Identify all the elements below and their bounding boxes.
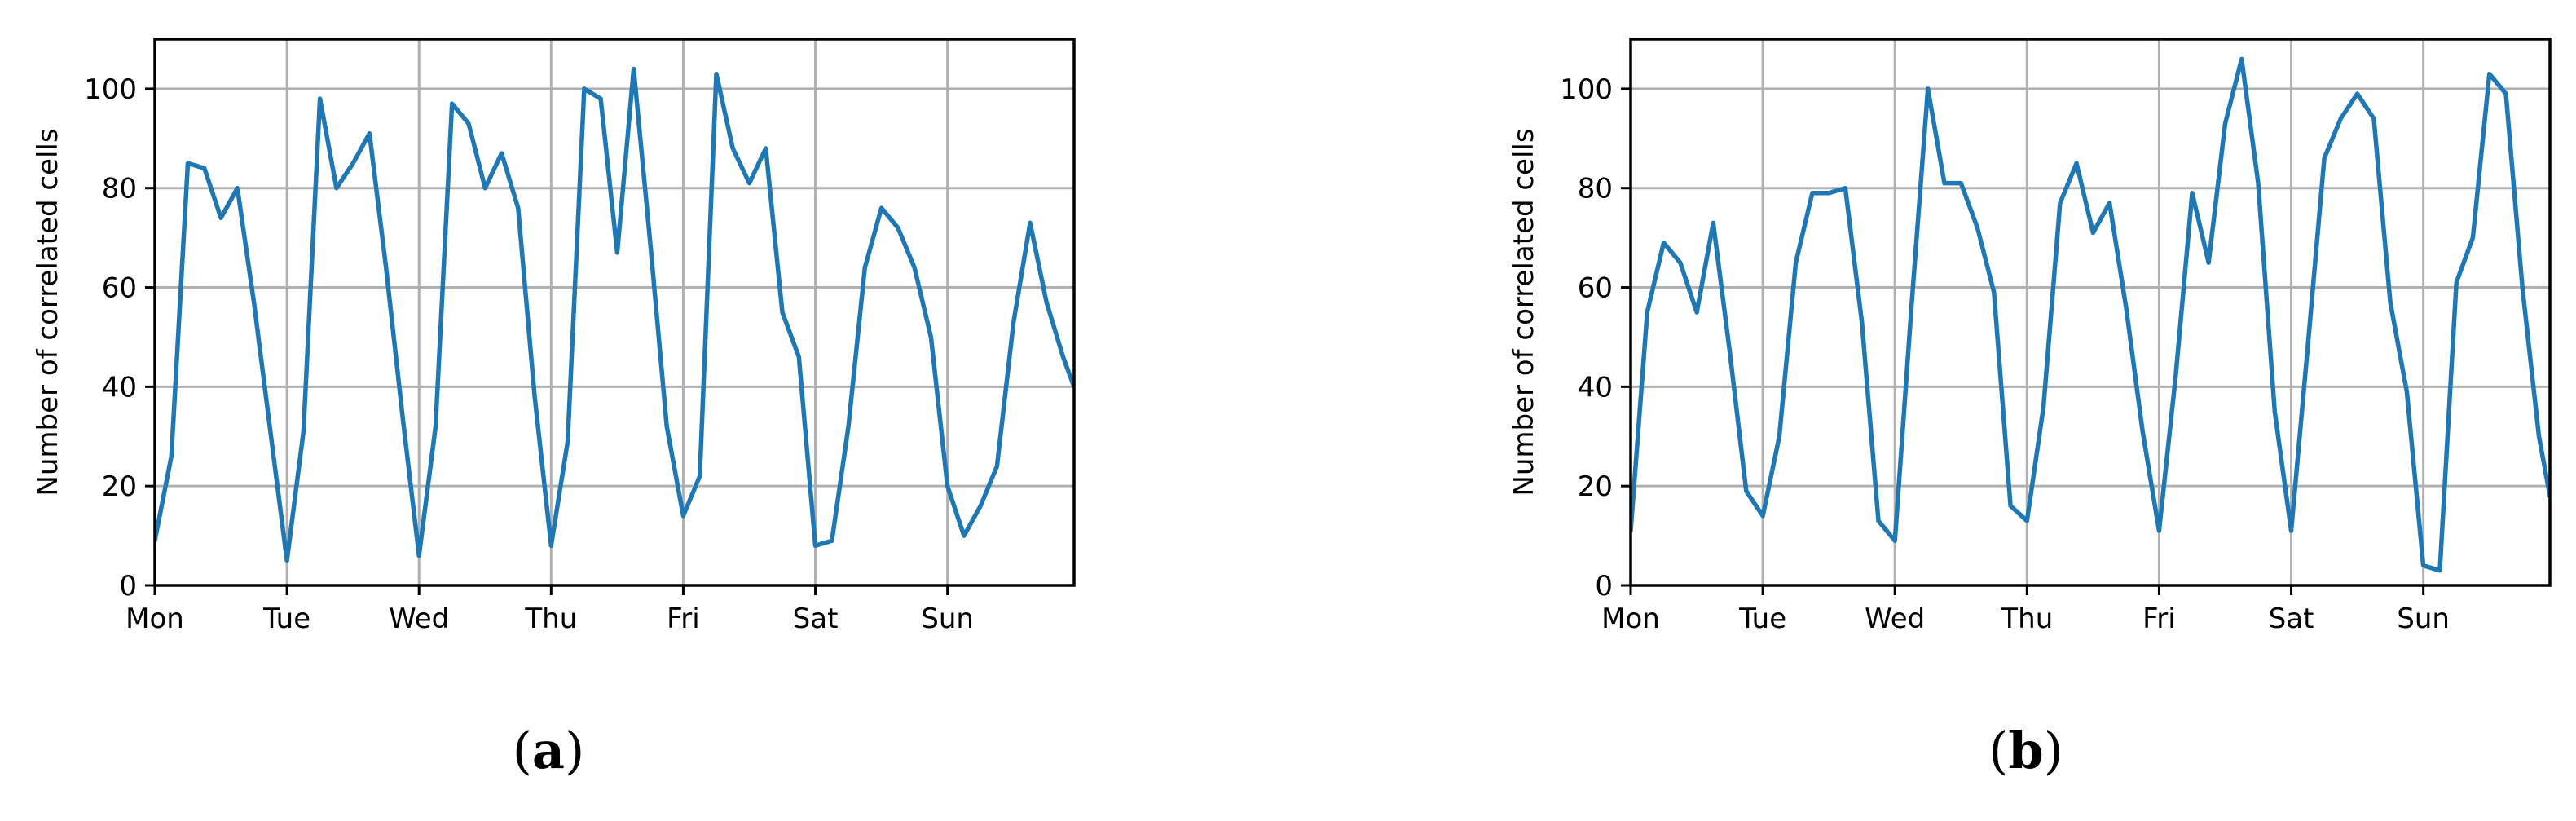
y-axis-title: Number of correlated cells	[1508, 128, 1540, 496]
y-tick-label: 60	[102, 272, 137, 305]
x-tick-label: Sat	[793, 603, 839, 635]
caption-open-paren: (	[1988, 721, 2008, 780]
axes-frame	[1629, 38, 2552, 587]
y-tick-label: 0	[119, 570, 137, 603]
caption-open-paren: (	[513, 721, 532, 780]
x-tick-label: Fri	[667, 603, 700, 635]
panel-caption: (a)	[513, 721, 585, 780]
panel-caption: (b)	[1988, 721, 2063, 780]
x-tick-label: Sat	[2269, 603, 2314, 635]
x-tick-label: Thu	[524, 603, 577, 635]
caption-close-paren: )	[2044, 721, 2063, 780]
x-tick-label: Wed	[389, 603, 449, 635]
y-tick-label: 100	[84, 73, 137, 106]
x-tick-label: Wed	[1865, 603, 1925, 635]
y-tick-label: 80	[1578, 173, 1613, 205]
y-tick-label: 20	[1578, 470, 1613, 503]
caption-close-paren: )	[565, 721, 584, 780]
y-tick-label: 100	[1560, 73, 1613, 106]
x-tick-label: Thu	[2000, 603, 2053, 635]
x-tick-label: Tue	[1738, 603, 1786, 635]
y-axis-title: Number of correlated cells	[32, 128, 64, 496]
y-tick-label: 80	[102, 173, 137, 205]
y-tick-label: 0	[1595, 570, 1613, 603]
x-tick-label: Mon	[125, 603, 184, 635]
x-tick-label: Sun	[2397, 603, 2450, 635]
y-tick-label: 40	[1578, 371, 1613, 404]
caption-letter: a	[532, 721, 565, 780]
caption-letter: b	[2008, 721, 2043, 780]
y-tick-label: 60	[1578, 272, 1613, 305]
x-tick-label: Mon	[1601, 603, 1660, 635]
data-line-series-1	[155, 66, 1074, 563]
y-tick-label: 40	[102, 371, 137, 404]
x-tick-label: Tue	[262, 603, 310, 635]
axes-frame	[153, 38, 1076, 587]
x-tick-label: Sun	[921, 603, 974, 635]
x-tick-label: Fri	[2142, 603, 2176, 635]
chart-panel-a: Mon Tue Wed Thu Fri Sat Sun 0 20 40 60 80 100 Number …	[32, 38, 1076, 780]
data-line-series-1	[1631, 56, 2550, 573]
y-tick-label: 20	[102, 470, 137, 503]
chart-panel-b: Mon Tue Wed Thu Fri Sat Sun 0 20 40 60 80 100 Number …	[1508, 38, 2552, 780]
